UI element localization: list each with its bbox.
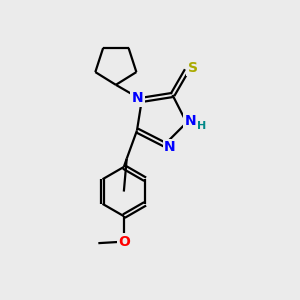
Text: S: S [188, 61, 198, 75]
Text: N: N [184, 114, 196, 128]
Text: O: O [118, 235, 130, 249]
Text: H: H [197, 121, 206, 130]
Text: N: N [131, 91, 143, 105]
Text: N: N [164, 140, 176, 154]
